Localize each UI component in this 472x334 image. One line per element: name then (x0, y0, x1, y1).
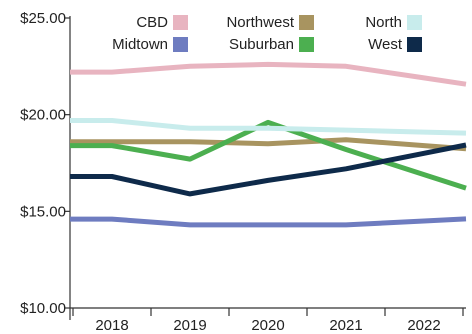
series-line-cbd (70, 61, 467, 87)
series-lines (70, 61, 467, 228)
legend-label-west: West (368, 36, 403, 53)
series-line-northwest (70, 137, 467, 152)
legend-label-suburban: Suburban (229, 36, 294, 53)
legend-label-midtown: Midtown (112, 36, 168, 53)
legend-swatch-west (407, 37, 422, 52)
series-line-midtown (70, 216, 467, 228)
legend: CBD Midtown Northwest Suburban North West (112, 14, 422, 53)
series-line-suburban (70, 119, 467, 191)
legend-label-northwest: Northwest (226, 14, 294, 31)
x-tick-label: 2019 (173, 317, 206, 334)
legend-swatch-northwest (299, 15, 314, 30)
y-tick-label: $15.00 (20, 203, 66, 220)
legend-swatch-cbd (173, 15, 188, 30)
legend-swatch-suburban (299, 37, 314, 52)
series-line-west (70, 142, 467, 197)
x-tick-label: 2018 (95, 317, 128, 334)
legend-swatch-north (407, 15, 422, 30)
legend-label-cbd: CBD (136, 14, 168, 31)
legend-swatch-midtown (173, 37, 188, 52)
axes: $10.00 $15.00 $20.00 $25.00 2018 2019 2020 2021… (20, 10, 466, 334)
x-tick-label: 2022 (407, 317, 440, 334)
y-tick-label: $10.00 (20, 300, 66, 317)
y-tick-label: $20.00 (20, 107, 66, 124)
x-tick-label: 2021 (329, 317, 362, 334)
y-tick-label: $25.00 (20, 10, 66, 27)
x-tick-label: 2020 (251, 317, 284, 334)
legend-label-north: North (365, 14, 402, 31)
series-line-north (70, 118, 467, 136)
